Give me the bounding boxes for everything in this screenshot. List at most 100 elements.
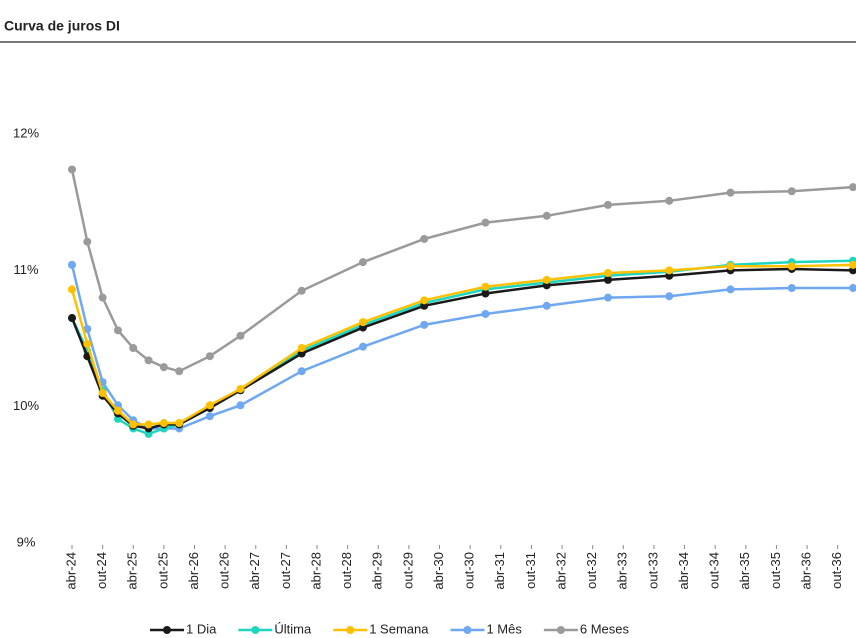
data-point <box>603 275 612 284</box>
x-tick-label: out-29 <box>400 552 415 589</box>
data-point <box>358 318 367 327</box>
data-point <box>205 412 214 421</box>
data-point <box>481 309 490 318</box>
legend-label: 6 Meses <box>580 621 630 636</box>
x-tick-label: out-32 <box>584 552 599 589</box>
legend-marker <box>463 626 472 634</box>
data-point <box>159 419 168 428</box>
x-tick-label: abr-24 <box>63 552 78 590</box>
x-tick-label: out-31 <box>523 552 538 589</box>
legend-label: Última <box>274 621 312 636</box>
x-tick-label: out-34 <box>707 552 722 589</box>
x-tick-label: out-26 <box>217 552 232 589</box>
data-point <box>481 218 490 227</box>
data-point <box>849 260 856 269</box>
data-point <box>603 200 612 209</box>
data-point <box>542 301 551 310</box>
y-tick-label: 10% <box>13 398 39 413</box>
data-point <box>113 406 122 415</box>
legend-marker <box>163 626 171 634</box>
x-tick-label: abr-35 <box>737 552 752 590</box>
x-tick-label: out-27 <box>278 552 293 589</box>
data-point <box>68 260 76 269</box>
data-point <box>175 419 184 428</box>
data-point <box>849 183 856 192</box>
data-point <box>665 196 674 205</box>
x-tick-label: out-24 <box>94 552 109 589</box>
data-point <box>665 266 674 275</box>
data-point <box>420 296 429 305</box>
data-point <box>98 293 107 302</box>
data-point <box>297 344 306 353</box>
data-point <box>83 237 92 246</box>
data-point <box>205 352 214 361</box>
data-point <box>849 284 856 293</box>
legend-label: 1 Semana <box>369 621 429 636</box>
data-point <box>726 262 735 271</box>
data-point <box>603 293 612 302</box>
data-point <box>83 324 92 333</box>
x-tick-label: out-36 <box>829 552 844 589</box>
data-point <box>83 339 92 348</box>
data-point <box>297 286 306 295</box>
data-point <box>205 401 214 410</box>
data-point <box>665 292 674 301</box>
data-point <box>542 211 551 220</box>
data-point <box>481 289 490 298</box>
data-point <box>420 320 429 329</box>
data-point <box>68 285 76 294</box>
y-tick-label: 9% <box>17 534 36 549</box>
data-point <box>603 269 612 278</box>
data-point <box>297 367 306 376</box>
x-tick-label: abr-28 <box>308 552 323 590</box>
x-tick-label: abr-27 <box>247 552 262 590</box>
data-point <box>787 262 796 271</box>
data-point <box>358 342 367 351</box>
legend-marker <box>556 626 565 634</box>
data-point <box>726 285 735 294</box>
legend-marker <box>251 626 260 634</box>
data-point <box>68 165 76 174</box>
legend-marker <box>346 626 355 634</box>
x-tick-label: out-25 <box>155 552 170 589</box>
data-point <box>113 326 122 335</box>
data-point <box>144 420 153 429</box>
x-tick-label: abr-25 <box>125 552 140 590</box>
data-point <box>358 258 367 267</box>
data-point <box>236 331 245 340</box>
data-point <box>159 363 168 372</box>
data-point <box>68 314 76 323</box>
x-tick-label: abr-30 <box>431 552 446 590</box>
y-tick-label: 11% <box>13 262 38 277</box>
chart-title: Curva de juros DI <box>4 18 120 34</box>
y-tick-label: 12% <box>13 125 39 140</box>
data-point <box>726 188 735 197</box>
x-tick-label: abr-29 <box>370 552 385 590</box>
data-point <box>787 187 796 196</box>
series-line <box>70 264 853 430</box>
data-point <box>420 234 429 243</box>
series-line <box>70 259 854 436</box>
x-tick-label: abr-33 <box>615 552 630 590</box>
data-point <box>175 367 184 376</box>
x-tick-label: out-35 <box>768 552 783 589</box>
legend-label: 1 Dia <box>186 621 217 636</box>
x-tick-label: out-33 <box>645 552 660 589</box>
data-point <box>236 384 245 393</box>
data-point <box>481 282 490 291</box>
x-tick-label: abr-26 <box>186 552 201 590</box>
x-tick-label: abr-32 <box>553 552 568 590</box>
data-point <box>98 389 107 398</box>
x-tick-label: abr-34 <box>676 552 691 590</box>
x-tick-label: out-28 <box>339 552 354 589</box>
legend-label: 1 Mês <box>486 621 522 636</box>
data-point <box>129 420 138 429</box>
data-point <box>787 284 796 293</box>
data-point <box>129 344 138 353</box>
x-tick-label: out-30 <box>462 552 477 589</box>
data-point <box>236 401 245 410</box>
x-tick-label: abr-31 <box>492 552 507 590</box>
data-point <box>144 356 153 365</box>
data-point <box>542 275 551 284</box>
